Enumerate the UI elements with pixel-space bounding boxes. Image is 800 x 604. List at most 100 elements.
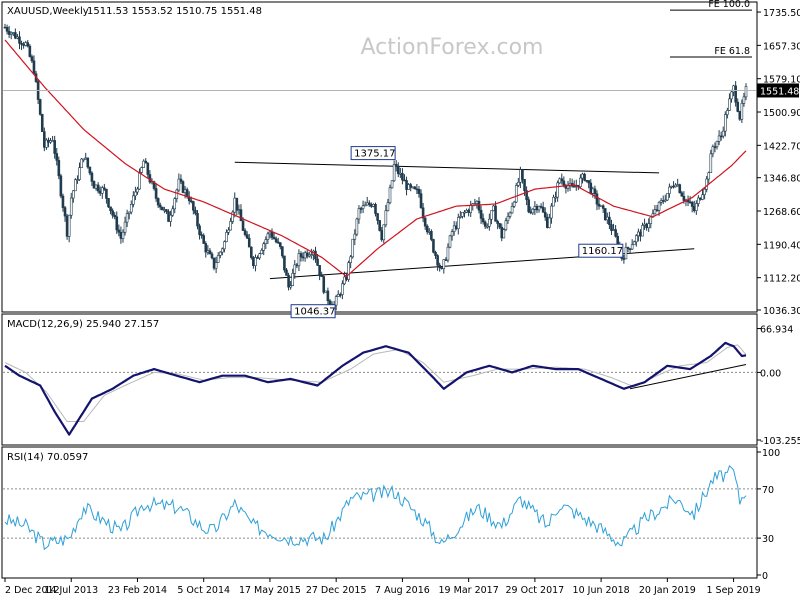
candle-body xyxy=(90,172,94,182)
candle-body xyxy=(349,256,352,263)
candle-body xyxy=(423,217,427,227)
candle-body xyxy=(585,180,588,182)
last-price-label: 1551.48 xyxy=(760,86,799,97)
date-tick-label: 19 Mar 2017 xyxy=(439,585,499,596)
candle-body xyxy=(479,209,483,219)
date-tick-label: 7 Aug 2016 xyxy=(375,585,430,596)
macd-tick-label: 0.00 xyxy=(760,368,781,379)
candle-body xyxy=(678,184,682,194)
candle-body xyxy=(241,220,245,231)
candle-body xyxy=(510,206,514,214)
candle-body xyxy=(690,201,694,207)
candle-body xyxy=(668,186,671,194)
candle-body xyxy=(57,160,61,177)
candle-body xyxy=(237,209,241,211)
date-tick-label: 17 May 2015 xyxy=(239,585,301,596)
candle-body xyxy=(127,211,131,214)
candle-body xyxy=(55,153,59,161)
candle-body xyxy=(541,207,545,213)
candle-body xyxy=(374,204,377,214)
candle-body xyxy=(357,208,361,220)
candle-body xyxy=(384,210,388,226)
candle-body xyxy=(43,131,46,148)
candle-body xyxy=(413,186,417,190)
candle-body xyxy=(206,250,210,253)
price-tick-label: 1036.30 xyxy=(763,306,800,317)
candle-body xyxy=(82,158,85,161)
candle-body xyxy=(154,188,158,199)
candle-body xyxy=(595,193,599,205)
candle-body xyxy=(643,223,646,226)
candle-body xyxy=(494,205,497,222)
candle-body xyxy=(672,185,675,188)
candle-body xyxy=(552,196,555,207)
candle-body xyxy=(212,257,216,269)
candle-body xyxy=(322,276,326,293)
candle-body xyxy=(283,255,286,271)
candle-body xyxy=(113,214,117,218)
candle-body xyxy=(229,221,232,231)
candle-body xyxy=(622,258,626,260)
candle-body xyxy=(125,213,129,223)
candle-body xyxy=(132,195,135,205)
candle-body xyxy=(301,256,305,259)
candle-body xyxy=(680,192,684,197)
candle-body xyxy=(724,114,727,132)
candle-body xyxy=(218,251,222,256)
candle-body xyxy=(307,254,311,257)
candle-body xyxy=(103,187,106,190)
candle-body xyxy=(22,44,25,46)
candle-body xyxy=(492,205,495,211)
candle-body xyxy=(49,140,52,143)
candle-body xyxy=(405,180,408,190)
candle-body xyxy=(365,202,369,206)
price-tick-label: 1422.70 xyxy=(763,141,800,152)
candle-body xyxy=(181,181,185,193)
candle-body xyxy=(138,172,141,190)
price-tick-label: 1579.10 xyxy=(763,75,800,86)
candle-body xyxy=(117,229,121,233)
candle-body xyxy=(305,252,309,257)
candle-body xyxy=(148,174,152,183)
price-panel-title: XAUUSD,Weekly xyxy=(7,6,89,17)
candle-body xyxy=(411,186,415,189)
candle-body xyxy=(610,224,613,231)
candle-body xyxy=(266,233,270,240)
date-tick-label: 23 Feb 2014 xyxy=(108,585,167,596)
price-tick-label: 1112.20 xyxy=(763,274,800,285)
candle-body xyxy=(84,157,88,160)
candle-body xyxy=(47,139,50,143)
candle-body xyxy=(448,235,452,248)
candle-body xyxy=(436,255,439,266)
candle-body xyxy=(572,185,576,188)
candle-body xyxy=(403,179,406,182)
candle-body xyxy=(392,164,396,182)
candle-body xyxy=(9,32,13,35)
candle-body xyxy=(477,200,481,211)
price-trendlines xyxy=(234,161,695,280)
candle-body xyxy=(699,197,702,200)
rsi-tick-label: 70 xyxy=(762,485,774,496)
candle-body xyxy=(355,218,359,235)
candle-body xyxy=(734,85,737,103)
candle-body xyxy=(196,213,199,227)
candle-body xyxy=(353,233,357,240)
date-tick-label: 2 Dec 2012 xyxy=(5,585,60,596)
candle-body xyxy=(500,226,504,239)
date-tick-label: 5 Oct 2014 xyxy=(177,585,230,596)
candle-body xyxy=(363,204,367,207)
candle-body xyxy=(548,217,551,228)
candle-body xyxy=(198,225,201,235)
fibonacci-levels: FE 100.0 FE 61.8 xyxy=(670,0,752,58)
candle-body xyxy=(243,230,247,236)
candle-body xyxy=(7,30,11,35)
candle-body xyxy=(61,195,65,208)
price-panel-frame xyxy=(1,1,758,313)
candle-body xyxy=(504,220,508,231)
candle-body xyxy=(556,182,559,198)
candle-body xyxy=(28,45,32,57)
date-tick-label: 14 Jul 2013 xyxy=(44,585,98,596)
candle-body xyxy=(51,140,54,142)
candle-body xyxy=(351,238,355,258)
